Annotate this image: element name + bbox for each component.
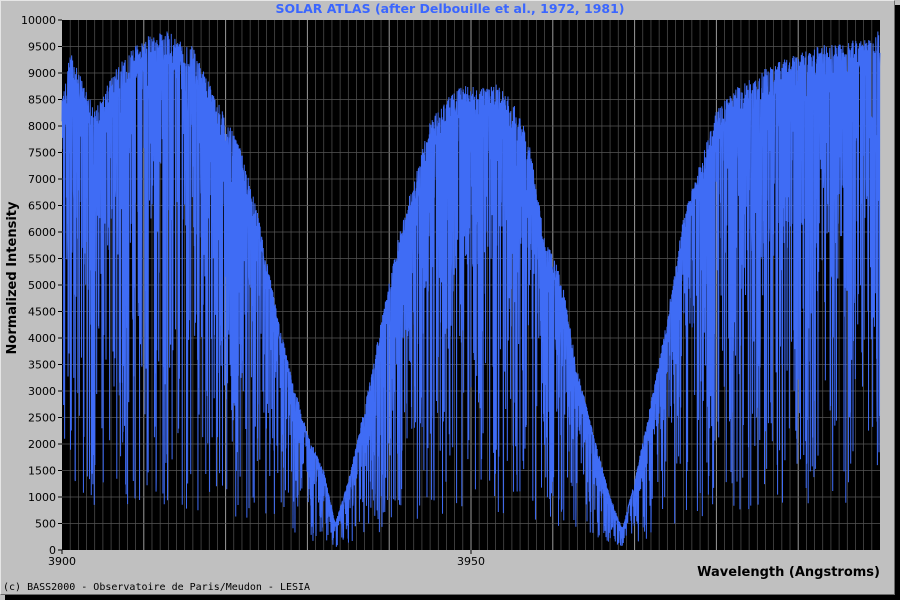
y-tick-label: 2500 xyxy=(28,412,56,425)
y-tick-label: 1500 xyxy=(28,465,56,478)
y-tick-label: 500 xyxy=(35,518,56,531)
y-tick-label: 0 xyxy=(49,544,56,557)
y-tick-label: 1000 xyxy=(28,491,56,504)
y-tick-label: 9000 xyxy=(28,67,56,80)
y-tick-label: 9500 xyxy=(28,41,56,54)
y-tick-label: 4000 xyxy=(28,332,56,345)
x-tick-label: 3900 xyxy=(48,555,76,568)
y-tick-label: 7000 xyxy=(28,173,56,186)
chart-title: SOLAR ATLAS (after Delbouille et al., 19… xyxy=(275,1,624,16)
y-axis-ticks: 0 500 1000 1500 2000 2500 3000 3500 4000 4500 5000… xyxy=(21,14,62,557)
y-tick-label: 3000 xyxy=(28,385,56,398)
y-tick-label: 8000 xyxy=(28,120,56,133)
spectrum-line xyxy=(61,31,881,547)
y-tick-label: 8500 xyxy=(28,94,56,107)
minimum-point xyxy=(334,522,337,525)
y-tick-label: 2000 xyxy=(28,438,56,451)
x-axis-label: Wavelength (Angstroms) xyxy=(697,565,880,580)
y-tick-label: 5000 xyxy=(28,279,56,292)
credit-text: (c) BASS2000 - Observatoire de Paris/Meu… xyxy=(3,582,310,593)
y-tick-label: 7500 xyxy=(28,147,56,160)
y-tick-label: 6500 xyxy=(28,200,56,213)
y-tick-label: 3500 xyxy=(28,359,56,372)
y-tick-label: 4500 xyxy=(28,306,56,319)
x-tick-label: 3950 xyxy=(457,555,485,568)
y-axis-label: Normalized Intensity xyxy=(5,201,20,354)
x-axis-ticks: 3900 3950 xyxy=(48,550,485,568)
y-tick-label: 6000 xyxy=(28,226,56,239)
y-tick-label: 5500 xyxy=(28,253,56,266)
y-tick-label: 10000 xyxy=(21,14,56,27)
series-layer xyxy=(61,31,881,547)
minimum-point xyxy=(621,527,624,530)
